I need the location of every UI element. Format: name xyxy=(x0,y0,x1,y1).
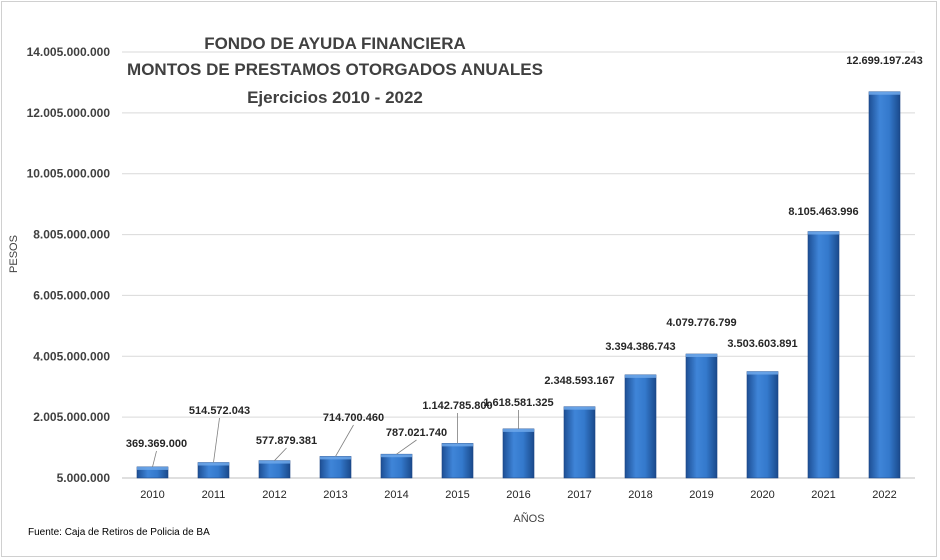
bar-highlight xyxy=(259,460,290,464)
source-note: Fuente: Caja de Retiros de Policia de BA xyxy=(28,527,210,538)
data-label: 514.572.043 xyxy=(189,405,250,417)
bar-highlight xyxy=(808,231,839,235)
data-label: 369.369.000 xyxy=(126,438,187,450)
y-tick-label: 4.005.000.000 xyxy=(33,349,110,363)
chart-subtitle: MONTOS DE PRESTAMOS OTORGADOS ANUALES xyxy=(127,60,543,79)
x-tick-label: 2012 xyxy=(262,489,286,501)
y-axis-label: PESOS xyxy=(8,235,20,273)
x-tick-label: 2016 xyxy=(506,489,530,501)
y-tick-label: 8.005.000.000 xyxy=(33,228,110,242)
leader-line xyxy=(274,447,287,461)
data-label: 12.699.197.243 xyxy=(846,55,922,67)
data-label: 1.618.581.325 xyxy=(483,397,553,409)
x-axis-label: AÑOS xyxy=(513,512,544,525)
leader-line xyxy=(396,439,417,455)
y-tick-label: 10.005.000.000 xyxy=(27,167,111,181)
x-tick-label: 2017 xyxy=(567,489,591,501)
data-label: 8.105.463.996 xyxy=(788,206,858,218)
bar xyxy=(807,231,840,479)
data-label: 787.021.740 xyxy=(386,427,447,439)
x-tick-label: 2018 xyxy=(628,489,652,501)
y-tick-label: 14.005.000.000 xyxy=(27,45,111,59)
bar-highlight xyxy=(503,428,534,432)
x-tick-label: 2011 xyxy=(202,489,226,501)
bar xyxy=(319,456,352,479)
bar-highlight xyxy=(625,374,656,378)
bar-highlight xyxy=(137,466,168,470)
bar xyxy=(441,443,474,479)
bar-highlight xyxy=(320,456,351,460)
chart-title: FONDO DE AYUDA FINANCIERA xyxy=(204,34,466,53)
y-tick-label: 12.005.000.000 xyxy=(27,106,111,120)
data-label: 714.700.460 xyxy=(323,412,384,424)
bar xyxy=(380,453,413,479)
leader-line xyxy=(213,417,220,463)
gridlines xyxy=(122,51,915,479)
y-axis-ticks: 5.000.000 2.005.000.000 4.005.000.000 6.005… xyxy=(27,45,111,485)
bar xyxy=(624,374,657,479)
bar xyxy=(685,353,718,479)
x-tick-label: 2021 xyxy=(811,489,835,501)
bar-highlight xyxy=(564,406,595,410)
label-leader-lines xyxy=(152,410,519,468)
x-axis-ticks: 2010 2011 2012 2013 2014 2015 2016 2017 2018 2019… xyxy=(140,489,896,501)
y-tick-label: 6.005.000.000 xyxy=(33,288,110,302)
bar xyxy=(502,428,535,479)
data-label: 1.142.785.800 xyxy=(422,400,492,412)
bar xyxy=(563,406,596,479)
x-tick-label: 2015 xyxy=(445,489,469,501)
x-tick-label: 2020 xyxy=(750,489,774,501)
data-label: 3.503.603.891 xyxy=(727,338,797,350)
bar-highlight xyxy=(442,443,473,447)
x-tick-label: 2014 xyxy=(384,489,408,501)
x-tick-label: 2022 xyxy=(872,489,896,501)
data-label: 577.879.381 xyxy=(256,435,317,447)
data-label: 2.348.593.167 xyxy=(544,375,614,387)
y-tick-label: 5.000.000 xyxy=(57,471,111,485)
bars xyxy=(136,91,901,479)
bar xyxy=(746,371,779,479)
leader-line xyxy=(152,450,157,468)
data-labels: 369.369.000 514.572.043 577.879.381 714.700… xyxy=(126,55,923,450)
bar xyxy=(868,91,901,479)
bar-highlight xyxy=(747,371,778,375)
y-tick-label: 2.005.000.000 xyxy=(33,410,110,424)
bar-highlight xyxy=(381,454,412,458)
data-label: 3.394.386.743 xyxy=(605,341,675,353)
x-tick-label: 2019 xyxy=(689,489,713,501)
chart-subtitle-years: Ejercicios 2010 - 2022 xyxy=(247,88,423,107)
x-tick-label: 2010 xyxy=(140,489,164,501)
bar-highlight xyxy=(198,462,229,466)
x-tick-label: 2013 xyxy=(323,489,347,501)
leader-line xyxy=(335,424,354,457)
bar-highlight xyxy=(869,91,900,95)
bar-highlight xyxy=(686,354,717,358)
data-label: 4.079.776.799 xyxy=(666,317,736,329)
